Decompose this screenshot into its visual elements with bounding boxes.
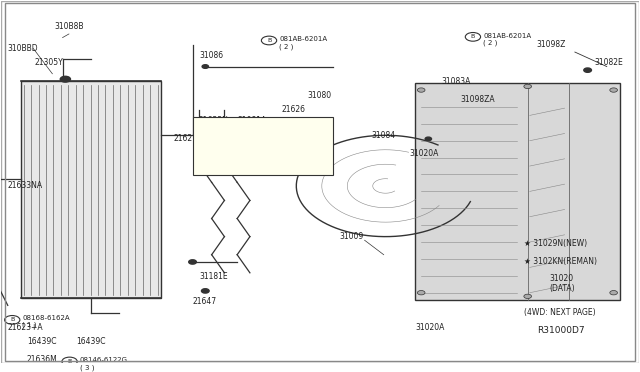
Text: 21633N: 21633N xyxy=(199,116,229,125)
Text: 310B8B: 310B8B xyxy=(54,22,84,31)
Text: 31081A: 31081A xyxy=(282,131,311,140)
Text: 21626: 21626 xyxy=(282,105,306,115)
Circle shape xyxy=(417,88,425,92)
Text: 21621: 21621 xyxy=(173,134,197,144)
Text: 16439C: 16439C xyxy=(27,337,56,346)
Text: 31020
(DATA): 31020 (DATA) xyxy=(549,274,575,294)
Text: 21626: 21626 xyxy=(282,145,306,154)
Text: 31009: 31009 xyxy=(339,232,364,241)
Circle shape xyxy=(60,76,70,82)
Text: 31081A: 31081A xyxy=(237,116,266,125)
Circle shape xyxy=(524,294,531,298)
Text: 21305Y: 21305Y xyxy=(34,58,63,67)
Text: 21647: 21647 xyxy=(193,297,217,306)
Text: 08168-6162A
( 1 ): 08168-6162A ( 1 ) xyxy=(22,315,70,328)
Text: (★ 31029N/★ 3102KN): (★ 31029N/★ 3102KN) xyxy=(199,146,282,152)
Text: 31080: 31080 xyxy=(307,91,332,100)
Text: ★ 31029N(NEW): ★ 31029N(NEW) xyxy=(524,239,587,248)
Text: 21623+A: 21623+A xyxy=(8,323,44,331)
Circle shape xyxy=(4,315,20,324)
Circle shape xyxy=(425,137,431,141)
Text: B: B xyxy=(267,38,271,43)
Circle shape xyxy=(610,291,618,295)
Circle shape xyxy=(610,88,618,92)
Circle shape xyxy=(202,65,209,68)
Bar xyxy=(20,81,161,298)
Text: 31086: 31086 xyxy=(199,51,223,60)
Text: 21633NA: 21633NA xyxy=(8,182,43,190)
Circle shape xyxy=(261,36,276,45)
Text: 21623: 21623 xyxy=(269,167,293,176)
Text: ★ATTENTION: TRANSMISSION: ★ATTENTION: TRANSMISSION xyxy=(199,132,306,138)
Text: B: B xyxy=(471,34,475,39)
Text: 31082E: 31082E xyxy=(594,58,623,67)
Text: 31020A: 31020A xyxy=(415,323,445,331)
Text: B: B xyxy=(10,317,14,323)
Text: 21636M: 21636M xyxy=(27,355,58,364)
Text: 31098ZA: 31098ZA xyxy=(460,94,495,103)
Text: 31020A: 31020A xyxy=(409,149,438,158)
Circle shape xyxy=(465,32,481,41)
Bar xyxy=(193,117,333,175)
Text: MUST BE PROGRAMMED DATA.: MUST BE PROGRAMMED DATA. xyxy=(199,161,310,167)
Circle shape xyxy=(202,289,209,293)
Circle shape xyxy=(524,84,531,89)
Circle shape xyxy=(189,260,196,264)
Bar xyxy=(415,83,620,300)
Text: 31181E: 31181E xyxy=(199,272,228,281)
Text: 21626: 21626 xyxy=(225,142,248,151)
Text: R31000D7: R31000D7 xyxy=(537,326,584,335)
Text: 31084: 31084 xyxy=(371,131,395,140)
Circle shape xyxy=(417,291,425,295)
Circle shape xyxy=(62,357,77,366)
Text: 310BBD: 310BBD xyxy=(8,44,38,53)
Circle shape xyxy=(584,68,591,72)
Text: ★ 3102KN(REMAN): ★ 3102KN(REMAN) xyxy=(524,257,597,266)
Text: 31098Z: 31098Z xyxy=(537,40,566,49)
Text: 081AB-6201A
( 2 ): 081AB-6201A ( 2 ) xyxy=(279,36,327,50)
Text: B: B xyxy=(67,359,72,364)
Text: 31083A: 31083A xyxy=(441,77,470,86)
Text: (4WD: NEXT PAGE): (4WD: NEXT PAGE) xyxy=(524,308,596,317)
Text: 08146-6122G
( 3 ): 08146-6122G ( 3 ) xyxy=(80,357,128,371)
Text: 081AB-6201A
( 2 ): 081AB-6201A ( 2 ) xyxy=(483,33,531,46)
Text: 16439C: 16439C xyxy=(77,337,106,346)
